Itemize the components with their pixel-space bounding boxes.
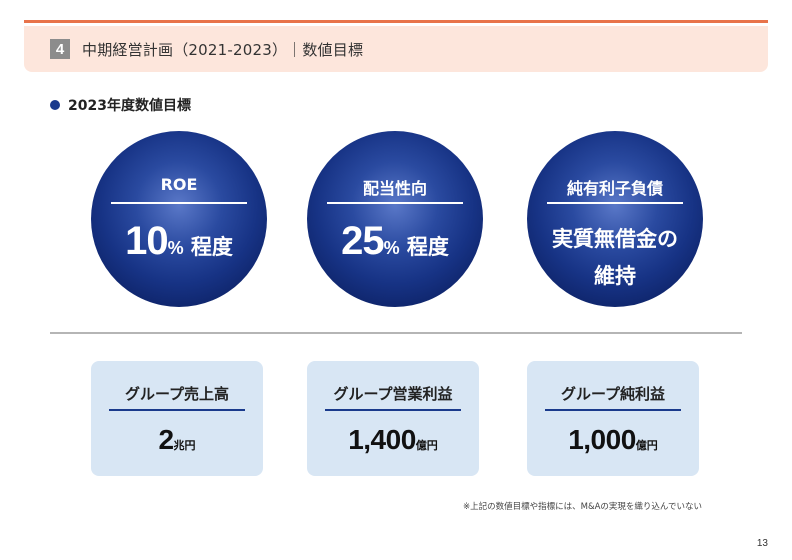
bullet-dot-icon [50, 100, 60, 110]
circle-divider [327, 202, 463, 204]
payout-ratio-circle: 配当性向 25% 程度 [307, 131, 483, 307]
circle-value-number: 25 [341, 219, 384, 263]
card-value: 1,000億円 [527, 424, 699, 456]
card-value-unit: 億円 [415, 439, 438, 452]
circle-value-suffix: 程度 [399, 235, 449, 259]
slide-title: 中期経営計画（2021-2023）｜数値目標 [82, 40, 364, 59]
card-heading: グループ営業利益 [333, 385, 453, 403]
circle-heading: 純有利子負債 [566, 179, 663, 198]
circle-value-number: 10 [125, 219, 168, 263]
page-number: 13 [756, 538, 768, 549]
card-value: 2兆円 [91, 424, 263, 456]
card-divider [545, 409, 681, 411]
circle-text: 実質無借金の 維持 [527, 221, 703, 295]
group-net-profit-card: グループ純利益 1,000億円 [527, 361, 699, 476]
circle-divider [111, 202, 247, 204]
section-heading-text: 2023年度数値目標 [68, 98, 191, 114]
card-heading: グループ売上高 [124, 385, 230, 403]
section-number-badge: 4 [50, 39, 70, 59]
section-divider [50, 332, 742, 334]
card-value-unit: 兆円 [173, 439, 196, 452]
circle-heading: 配当性向 [362, 179, 427, 198]
circle-text-line: 維持 [594, 264, 636, 288]
card-value-unit: 億円 [635, 439, 658, 452]
card-value: 1,400億円 [307, 424, 479, 456]
header-accent-rule [24, 20, 768, 23]
roe-target-circle: ROE 10% 程度 [91, 131, 267, 307]
group-sales-card: グループ売上高 2兆円 [91, 361, 263, 476]
slide-header: 4 中期経営計画（2021-2023）｜数値目標 [24, 26, 768, 72]
card-divider [325, 409, 461, 411]
footnote: ※上記の数値目標や指標には、M&Aの実現を織り込んでいない [463, 502, 702, 512]
circle-value-unit: % [167, 238, 184, 258]
card-divider [109, 409, 245, 411]
circle-value: 10% 程度 [91, 219, 267, 264]
card-heading: グループ純利益 [560, 385, 666, 403]
card-value-number: 2 [158, 424, 174, 455]
circle-value-suffix: 程度 [183, 235, 233, 259]
section-heading: 2023年度数値目標 [50, 95, 191, 115]
group-operating-profit-card: グループ営業利益 1,400億円 [307, 361, 479, 476]
circle-value-unit: % [383, 238, 400, 258]
circle-heading: ROE [160, 175, 198, 194]
circle-divider [547, 202, 683, 204]
card-value-number: 1,000 [568, 424, 636, 455]
circle-value: 25% 程度 [307, 219, 483, 264]
card-value-number: 1,400 [348, 424, 416, 455]
circle-text-line: 実質無借金の [552, 227, 678, 251]
net-debt-circle: 純有利子負債 実質無借金の 維持 [527, 131, 703, 307]
